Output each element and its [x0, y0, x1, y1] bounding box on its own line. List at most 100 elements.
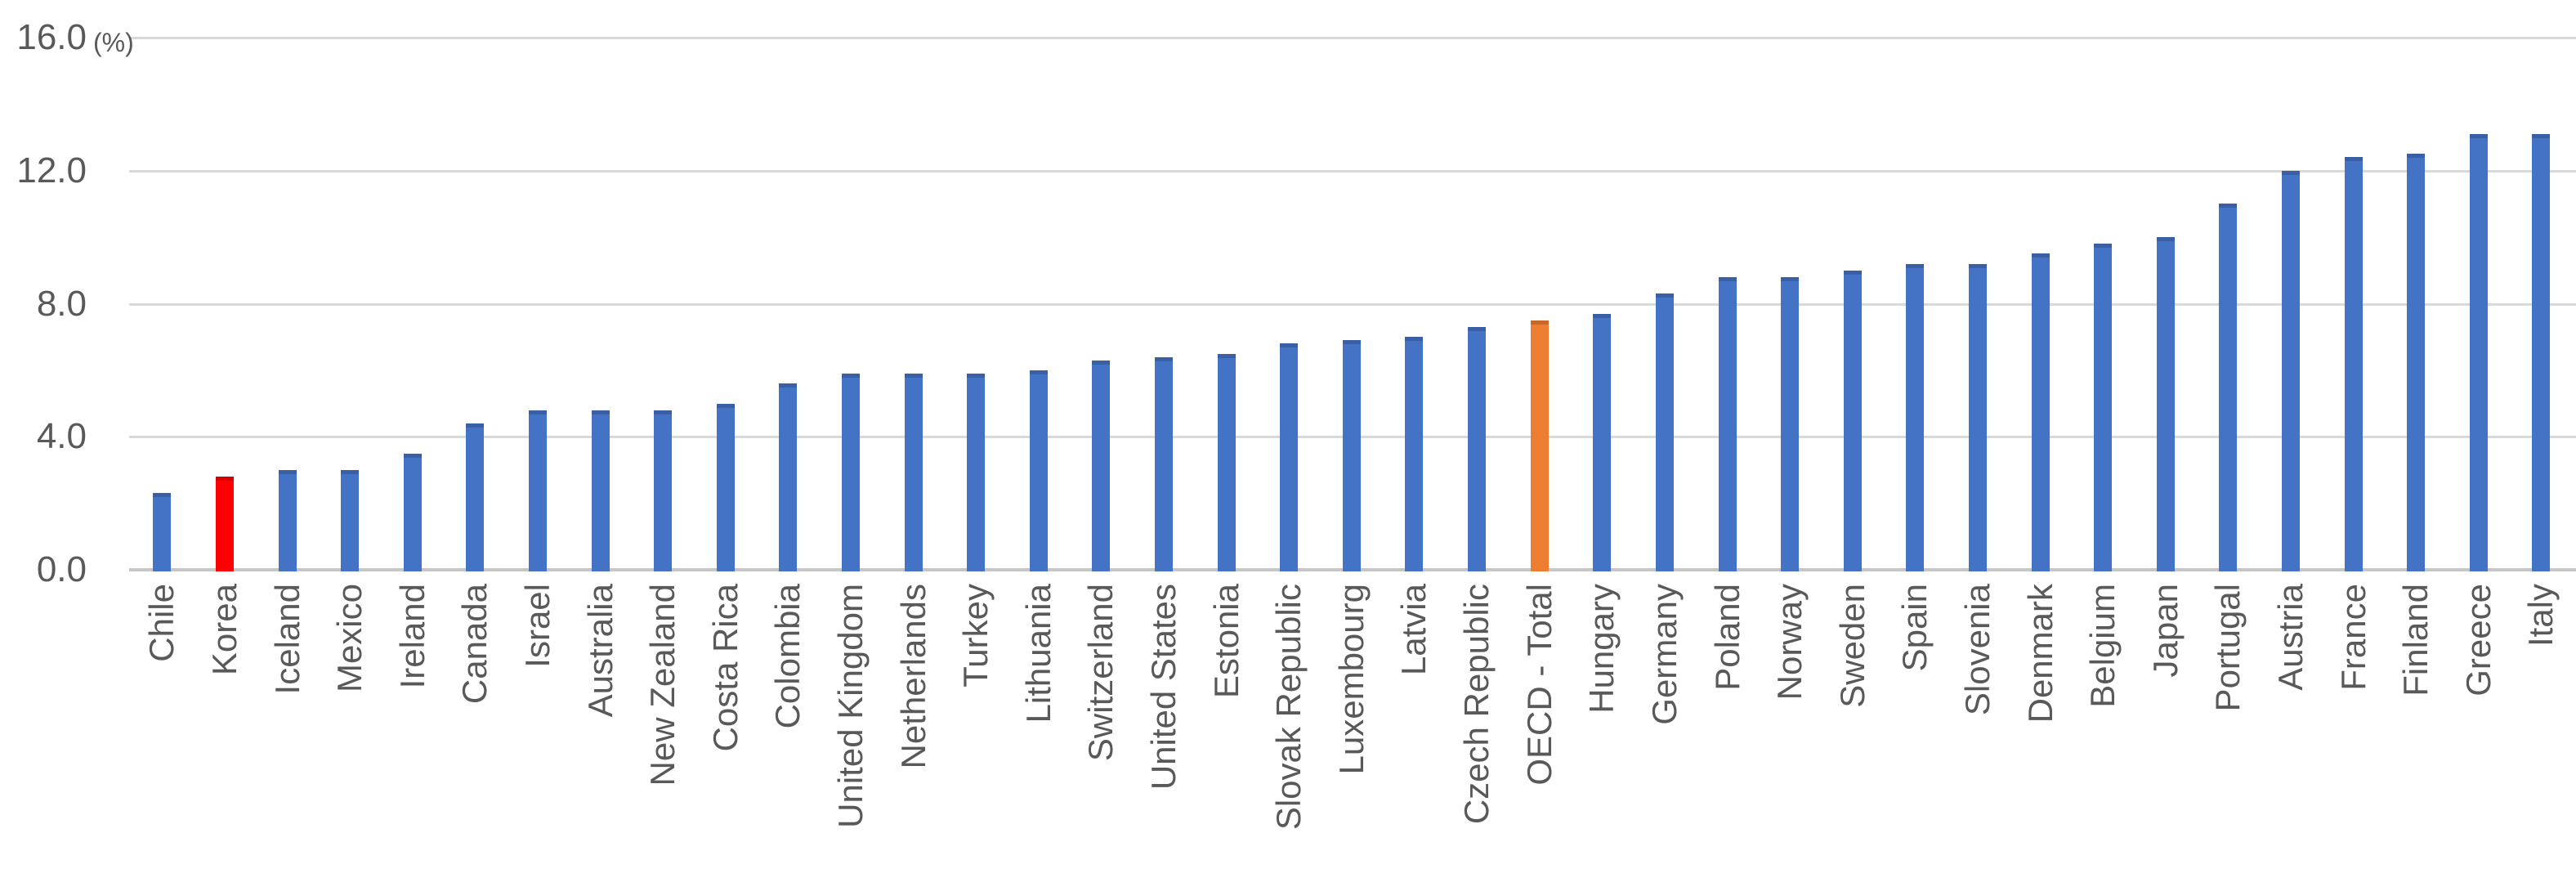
x-axis-label-austria: Austria — [2271, 584, 2310, 691]
bar-colombia — [779, 383, 798, 571]
x-label-slot: Ireland — [381, 584, 444, 866]
x-axis-label-slovak-republic: Slovak Republic — [1269, 584, 1308, 831]
bar-slot — [945, 38, 1008, 571]
bar-austria — [2282, 170, 2301, 571]
x-label-slot: Chile — [131, 584, 194, 866]
x-axis-label-poland: Poland — [1707, 584, 1746, 691]
bar-luxembourg — [1342, 340, 1361, 571]
x-axis-label-turkey: Turkey — [956, 584, 995, 688]
plot-area — [131, 38, 2573, 571]
y-tick-label-4.0: 4.0 — [36, 416, 87, 457]
bar-slot — [1759, 38, 1822, 571]
x-label-slot: OECD - Total — [1508, 584, 1571, 866]
bar-israel — [528, 410, 547, 571]
bar-slot — [1133, 38, 1196, 571]
gridline-12.0 — [129, 169, 2576, 172]
x-label-slot: Denmark — [2009, 584, 2072, 866]
x-label-slot: Portugal — [2197, 584, 2260, 866]
bar-iceland — [278, 469, 297, 571]
bar-slot — [1884, 38, 1947, 571]
bar-france — [2344, 157, 2363, 571]
bar-slot — [1634, 38, 1697, 571]
bar-mexico — [341, 469, 360, 571]
x-label-slot: France — [2322, 584, 2385, 866]
x-axis-label-united-states: United States — [1144, 584, 1183, 791]
x-label-slot: United States — [1133, 584, 1196, 866]
bar-united-kingdom — [842, 373, 860, 571]
x-axis-label-estonia: Estonia — [1206, 584, 1246, 699]
x-label-slot: Slovenia — [1947, 584, 2010, 866]
bar-slot — [2385, 38, 2448, 571]
bar-slot — [757, 38, 820, 571]
x-label-slot: Sweden — [1821, 584, 1884, 866]
bar-slot — [2009, 38, 2072, 571]
x-axis-label-costa-rica: Costa Rica — [705, 584, 745, 752]
x-axis-label-new-zealand: New Zealand — [643, 584, 682, 786]
gridline-8.0 — [129, 302, 2576, 306]
x-axis-label-netherlands: Netherlands — [893, 584, 932, 769]
bar-latvia — [1405, 337, 1424, 571]
x-label-slot: Latvia — [1383, 584, 1446, 866]
x-axis-label-spain: Spain — [1895, 584, 1934, 672]
bar-slovak-republic — [1280, 343, 1299, 571]
x-axis-label-switzerland: Switzerland — [1081, 584, 1120, 762]
x-axis-label-czech-republic: Czech Republic — [1457, 584, 1496, 825]
bar-slot — [2260, 38, 2323, 571]
x-label-slot: Iceland — [256, 584, 319, 866]
x-axis-label-belgium: Belgium — [2083, 584, 2122, 708]
x-label-slot: Netherlands — [882, 584, 945, 866]
x-label-slot: Poland — [1696, 584, 1759, 866]
bar-lithuania — [1029, 370, 1048, 571]
x-axis-label-denmark: Denmark — [2020, 584, 2059, 723]
x-axis-label-united-kingdom: United Kingdom — [831, 584, 870, 828]
x-label-slot: Turkey — [945, 584, 1008, 866]
x-label-slot: Mexico — [319, 584, 382, 866]
x-axis-label-france: France — [2333, 584, 2373, 691]
x-label-slot: Switzerland — [1070, 584, 1133, 866]
gridline-16.0 — [129, 37, 2576, 39]
x-axis-label-australia: Australia — [580, 584, 619, 718]
x-axis-label-luxembourg: Luxembourg — [1331, 584, 1371, 775]
x-label-slot: Korea — [194, 584, 257, 866]
x-label-slot: Spain — [1884, 584, 1947, 866]
x-label-slot: Finland — [2385, 584, 2448, 866]
bar-slot — [1008, 38, 1071, 571]
bar-germany — [1655, 293, 1674, 571]
bar-slot — [1383, 38, 1446, 571]
x-axis-label-korea: Korea — [204, 584, 244, 676]
x-axis-label-greece: Greece — [2458, 584, 2498, 697]
x-label-slot: Hungary — [1571, 584, 1634, 866]
bar-slot — [1696, 38, 1759, 571]
bar-slot — [694, 38, 757, 571]
x-label-slot: Norway — [1759, 584, 1822, 866]
bar-sweden — [1843, 270, 1862, 571]
x-label-slot: Lithuania — [1008, 584, 1071, 866]
bar-hungary — [1593, 313, 1612, 571]
bar-slot — [507, 38, 570, 571]
bar-poland — [1718, 276, 1737, 571]
bar-slot — [1321, 38, 1384, 571]
x-axis-label-israel: Israel — [517, 584, 557, 668]
bar-korea — [215, 477, 234, 571]
bar-greece — [2469, 134, 2488, 571]
x-axis-label-hungary: Hungary — [1582, 584, 1621, 714]
x-axis-label-finland: Finland — [2396, 584, 2435, 697]
x-axis-label-mexico: Mexico — [330, 584, 369, 693]
bar-slot — [1446, 38, 1509, 571]
bar-new-zealand — [654, 410, 673, 571]
bar-chile — [153, 493, 172, 571]
x-label-slot: Israel — [507, 584, 570, 866]
bar-slot — [1571, 38, 1634, 571]
x-axis-label-oecd-total: OECD - Total — [1519, 584, 1559, 786]
bar-slot — [2197, 38, 2260, 571]
bar-slot — [569, 38, 632, 571]
x-axis-label-slovenia: Slovenia — [1957, 584, 1997, 716]
x-label-slot: Luxembourg — [1321, 584, 1384, 866]
bar-slot — [2448, 38, 2511, 571]
bar-ireland — [403, 453, 422, 571]
x-axis-label-ireland: Ireland — [392, 584, 432, 689]
x-axis-label-sweden: Sweden — [1832, 584, 1872, 708]
y-tick-label-16.0: 16.0 — [16, 17, 87, 57]
x-label-slot: Costa Rica — [694, 584, 757, 866]
x-axis-label-chile: Chile — [142, 584, 181, 662]
